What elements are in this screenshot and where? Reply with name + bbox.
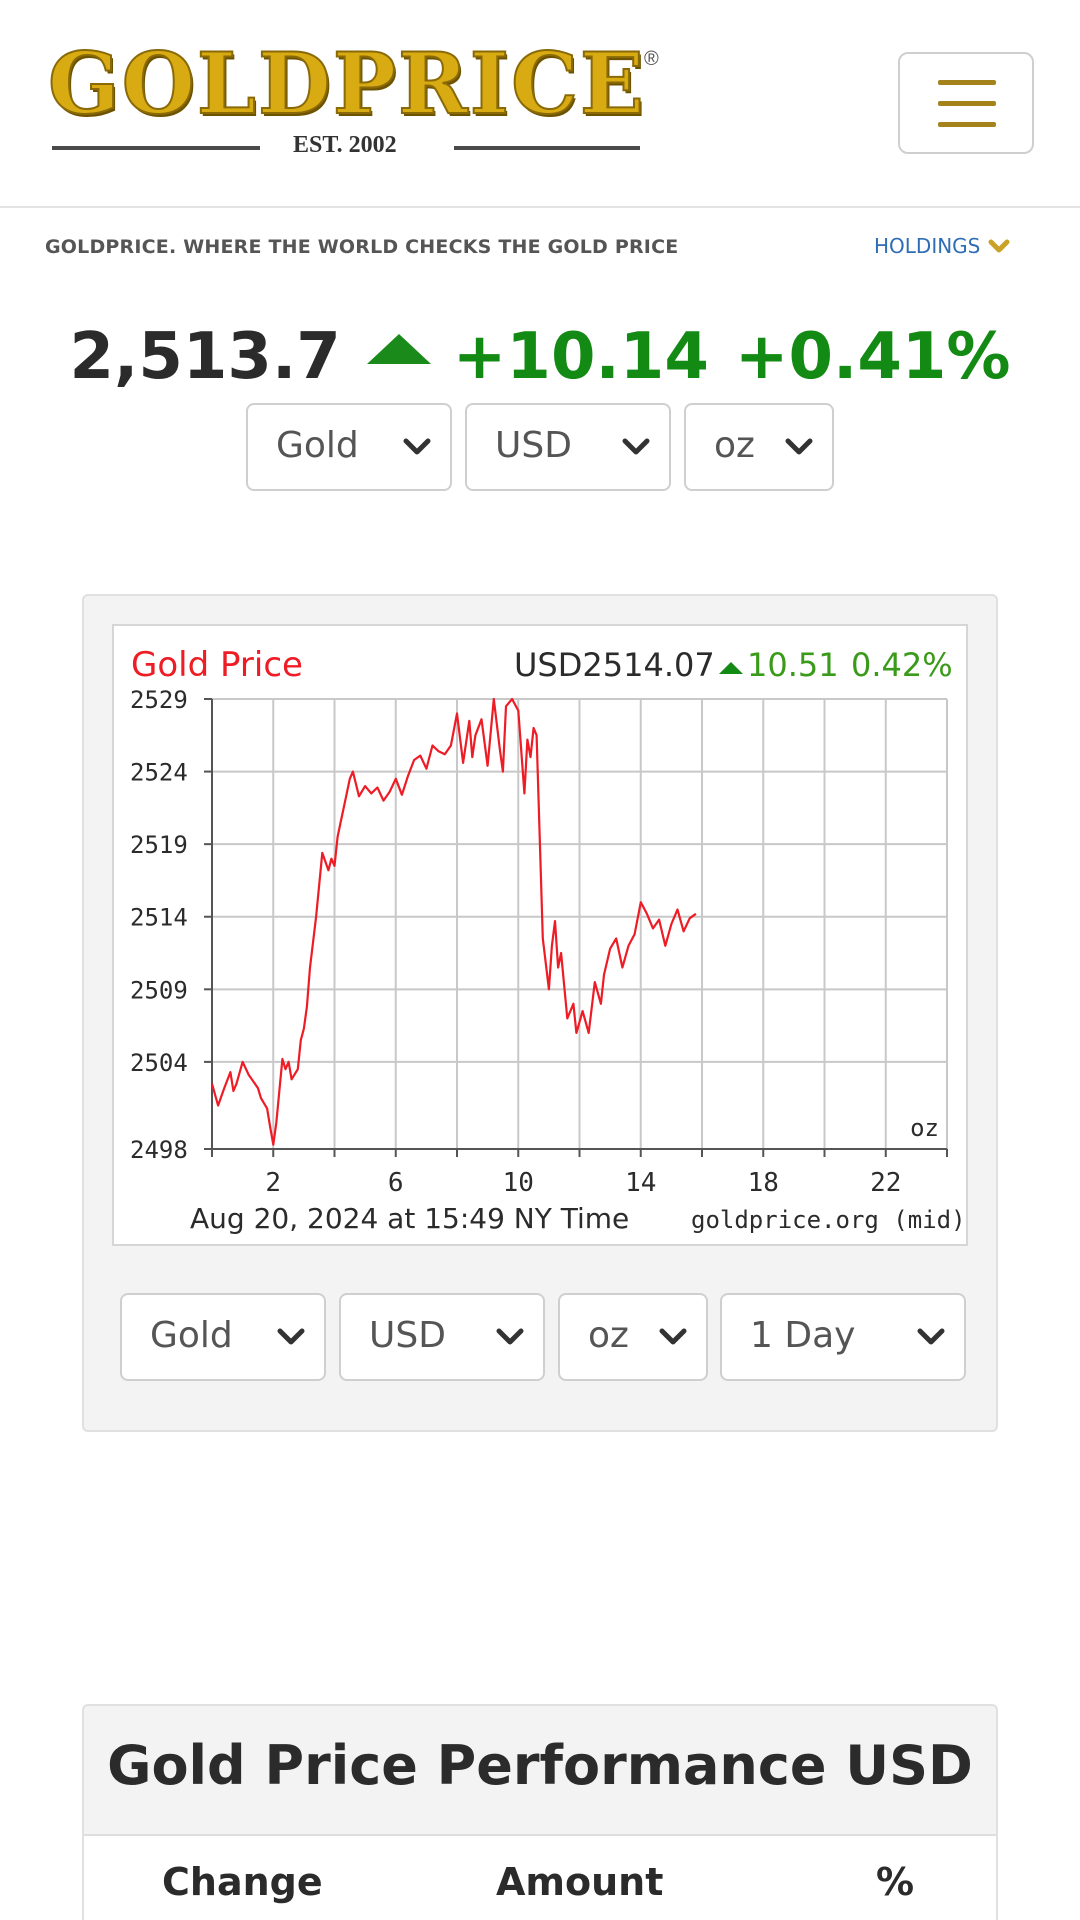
registered-mark: ®	[644, 48, 659, 70]
price-series-line	[210, 697, 697, 1146]
chart-metal-select-value: Gold	[150, 1315, 233, 1356]
performance-title: Gold Price Performance USD	[107, 1734, 973, 1797]
triangle-up-icon	[366, 334, 431, 364]
price-change-percent: +0.41%	[734, 320, 1011, 394]
chart-range-select-value: 1 Day	[750, 1315, 856, 1356]
performance-columns: Change Amount %	[84, 1706, 996, 1920]
chart-header-percent: 0.42%	[851, 646, 953, 684]
unit-select-value: oz	[714, 425, 755, 466]
x-tick-label: 6	[388, 1168, 404, 1198]
y-tick-label: 2498	[130, 1136, 188, 1164]
chart-footer-timestamp: Aug 20, 2024 at 15:49 NY Time	[190, 1202, 629, 1235]
chart-currency-select[interactable]: USD	[339, 1293, 545, 1381]
chart-footer-source: goldprice.org (mid)	[691, 1206, 966, 1234]
menu-button[interactable]	[898, 52, 1034, 154]
logo-rule-left	[52, 146, 260, 150]
holdings-menu[interactable]: HOLDINGS	[874, 234, 1010, 258]
y-axis-ticks: 2498 2504 2509 2514 2519 2524 2529	[130, 686, 213, 1164]
column-header-amount: Amount	[496, 1860, 664, 1904]
chart-metal-select[interactable]: Gold	[120, 1293, 326, 1381]
y-tick-label: 2529	[130, 686, 188, 714]
logo-established: EST. 2002	[293, 132, 397, 158]
current-price: 2,513.7	[69, 320, 341, 394]
logo-wordmark: GOLDPRICE	[47, 34, 646, 133]
x-tick-label: 14	[625, 1168, 656, 1198]
chevron-down-icon	[277, 1328, 305, 1345]
chart-range-select[interactable]: 1 Day	[720, 1293, 966, 1381]
performance-divider	[84, 1834, 996, 1836]
site-header: GOLDPRICE ® EST. 2002	[0, 0, 1080, 208]
holdings-label: HOLDINGS	[874, 234, 981, 258]
y-tick-label: 2524	[130, 759, 188, 787]
chart-currency-select-value: USD	[369, 1315, 446, 1356]
y-tick-label: 2519	[130, 831, 188, 859]
site-tagline: GOLDPRICE. WHERE THE WORLD CHECKS THE GO…	[45, 236, 679, 258]
price-summary: 2,513.7 +10.14 +0.41%	[0, 312, 1080, 402]
chevron-down-icon	[917, 1328, 945, 1345]
price-change: +10.14	[452, 320, 709, 394]
chart-header-change: 10.51	[747, 646, 839, 684]
x-tick-label: 10	[503, 1168, 534, 1198]
metal-select-value: Gold	[276, 425, 359, 466]
performance-table: Gold Price Performance USD Change Amount…	[82, 1704, 998, 1920]
chart-title: Gold Price	[131, 645, 303, 685]
chart-up-triangle-icon	[719, 662, 743, 674]
x-tick-label: 22	[870, 1168, 901, 1198]
currency-select[interactable]: USD	[465, 403, 671, 491]
goldprice-logo[interactable]: GOLDPRICE ® EST. 2002	[47, 34, 678, 162]
performance-header-row	[84, 1836, 996, 1920]
chart-series	[210, 697, 697, 1146]
gold-price-chart[interactable]: 2498 2504 2509 2514 2519 2524 2529 2 6 10 14 18 22 …	[112, 624, 968, 1246]
x-axis-ticks: 2 6 10 14 18 22	[211, 1148, 948, 1198]
chevron-down-icon	[659, 1328, 687, 1345]
chevron-down-icon	[403, 438, 431, 455]
chevron-down-icon	[785, 438, 813, 455]
x-tick-label: 2	[265, 1168, 281, 1198]
unit-select[interactable]: oz	[684, 403, 834, 491]
column-header-percent: %	[876, 1860, 915, 1904]
x-tick-label: 18	[748, 1168, 779, 1198]
column-header-change: Change	[162, 1860, 323, 1904]
chart-unit-select[interactable]: oz	[558, 1293, 708, 1381]
y-tick-label: 2514	[130, 904, 188, 932]
chevron-down-icon	[988, 239, 1010, 253]
chart-grid	[211, 698, 948, 1150]
chart-header-price: USD2514.07	[514, 646, 715, 684]
chevron-down-icon	[622, 438, 650, 455]
chart-unit-label: oz	[910, 1114, 939, 1142]
currency-select-value: USD	[495, 425, 572, 466]
logo-rule-right	[454, 146, 640, 150]
chevron-down-icon	[496, 1328, 524, 1345]
y-tick-label: 2504	[130, 1049, 188, 1077]
metal-select[interactable]: Gold	[246, 403, 452, 491]
y-tick-label: 2509	[130, 976, 188, 1004]
chart-unit-select-value: oz	[588, 1315, 629, 1356]
